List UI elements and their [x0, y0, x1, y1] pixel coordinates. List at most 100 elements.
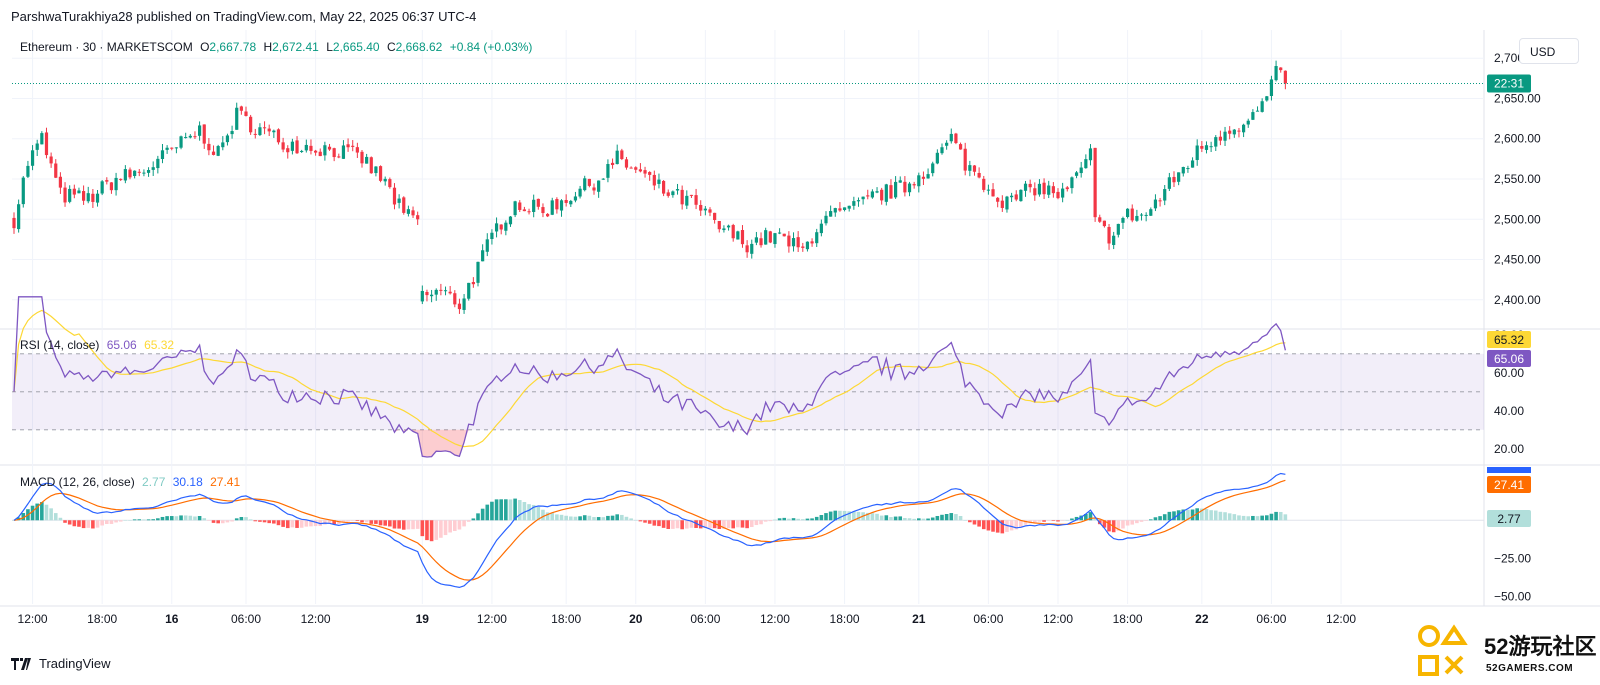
candle-body [801, 246, 805, 248]
macd-histogram-bar [1014, 520, 1019, 530]
macd-histogram-bar [930, 517, 935, 521]
candle-body [341, 145, 346, 159]
macd-histogram-bar [1241, 515, 1246, 521]
candle-body [731, 225, 735, 239]
macd-histogram-bar [77, 520, 81, 527]
macd-histogram-bar [680, 520, 684, 530]
candle-body [82, 191, 86, 201]
currency-button[interactable]: USD [1519, 38, 1579, 64]
macd-hist-value: 2.77 [142, 475, 166, 489]
macd-histogram-bar [657, 520, 661, 527]
macd-histogram-bar [768, 520, 773, 522]
candle-body [1260, 101, 1264, 112]
macd-histogram-bar [425, 520, 429, 541]
candle-body [968, 165, 972, 171]
macd-histogram-bar [453, 520, 457, 531]
macd-histogram-bar [443, 520, 448, 536]
candle-body [875, 191, 879, 193]
candle-body [1251, 112, 1255, 120]
candle-body [856, 200, 861, 202]
candle-body [778, 232, 782, 234]
macd-histogram-bar [1116, 520, 1121, 531]
macd-histogram-bar [814, 516, 819, 521]
candle-body [1204, 145, 1209, 150]
macd-histogram-bar [156, 518, 160, 521]
macd-title[interactable]: MACD (12, 26, close) [20, 475, 135, 489]
macd-histogram-bar [838, 510, 842, 521]
rsi-title[interactable]: RSI (14, close) [20, 338, 100, 352]
macd-histogram-bar [958, 515, 963, 521]
candle-body [508, 216, 513, 225]
macd-histogram-bar [100, 520, 104, 526]
macd-histogram-bar [828, 511, 833, 521]
macd-histogram-bar [128, 520, 132, 521]
candle-body [1130, 208, 1134, 221]
candle-body [1214, 137, 1218, 147]
macd-histogram-bar [745, 520, 749, 529]
macd-histogram-bar [754, 520, 759, 526]
rsi-value-tag [1487, 350, 1531, 367]
candle-body [1139, 214, 1144, 216]
macd-histogram-bar [991, 520, 995, 532]
rsi-legend: RSI (14, close) 65.06 65.32 [20, 338, 178, 352]
time-axis-label: 21 [912, 612, 926, 626]
candle-body [1246, 120, 1250, 125]
symbol-label[interactable]: Ethereum · 30 · MARKETSCOM [20, 40, 193, 54]
macd-histogram-bar [160, 516, 165, 521]
candle-body [434, 289, 438, 295]
macd-histogram-bar [527, 504, 531, 521]
candle-body [286, 148, 290, 153]
candle-body [188, 135, 192, 138]
macd-value-tag [1487, 467, 1531, 473]
candle-body [652, 174, 656, 186]
candle-body [1223, 131, 1227, 141]
macd-histogram-bar [805, 518, 810, 521]
macd-histogram-bar [392, 520, 397, 529]
candle-body [1010, 195, 1014, 198]
macd-histogram-bar [341, 520, 346, 523]
candle-body [662, 180, 666, 194]
candle-body [416, 215, 420, 220]
candle-body [740, 230, 745, 245]
price-axis-label: 2,500.00 [1494, 212, 1541, 226]
macd-axis-label: −50.00 [1494, 589, 1531, 603]
tradingview-logo[interactable]: TradingView [11, 656, 111, 671]
macd-histogram-bar [304, 520, 309, 527]
candle-body [861, 196, 865, 200]
candle-body [392, 187, 397, 205]
macd-histogram-bar [248, 519, 253, 521]
macd-histogram-bar [95, 520, 100, 528]
candle-body [541, 207, 545, 214]
time-axis-label: 12:00 [477, 612, 507, 626]
macd-histogram-bar [638, 520, 643, 522]
price-axis-label: 2,600.00 [1494, 132, 1541, 146]
macd-histogram-bar [123, 519, 128, 521]
macd-histogram-bar [262, 520, 267, 523]
candle-body [1047, 185, 1051, 195]
macd-histogram-bar [749, 520, 754, 528]
time-axis-label: 18:00 [830, 612, 860, 626]
candles-group [12, 60, 1287, 314]
macd-histogram-bar [137, 519, 142, 521]
candle-body [726, 225, 731, 228]
low-value: 2,665.40 [332, 40, 380, 54]
macd-histogram-bar [1278, 511, 1283, 521]
macd-histogram-bar [787, 518, 791, 521]
watermark-subtext: 52GAMERS.COM [1486, 663, 1574, 674]
candle-body [114, 177, 118, 191]
candle-body [314, 150, 318, 153]
watermark-logo-icon [1418, 624, 1468, 676]
macd-histogram-bar [569, 516, 573, 521]
candle-body [383, 178, 387, 182]
candle-body [1190, 160, 1195, 168]
candle-body [490, 232, 494, 240]
macd-histogram-bar [1056, 520, 1060, 522]
macd-histogram-bar [1125, 520, 1130, 526]
macd-histogram-bar [898, 516, 903, 521]
low-label: L [326, 40, 333, 54]
candle-body [211, 151, 216, 155]
candle-body [1218, 136, 1222, 141]
candle-body [536, 198, 540, 207]
macd-histogram-bar [1149, 519, 1153, 521]
